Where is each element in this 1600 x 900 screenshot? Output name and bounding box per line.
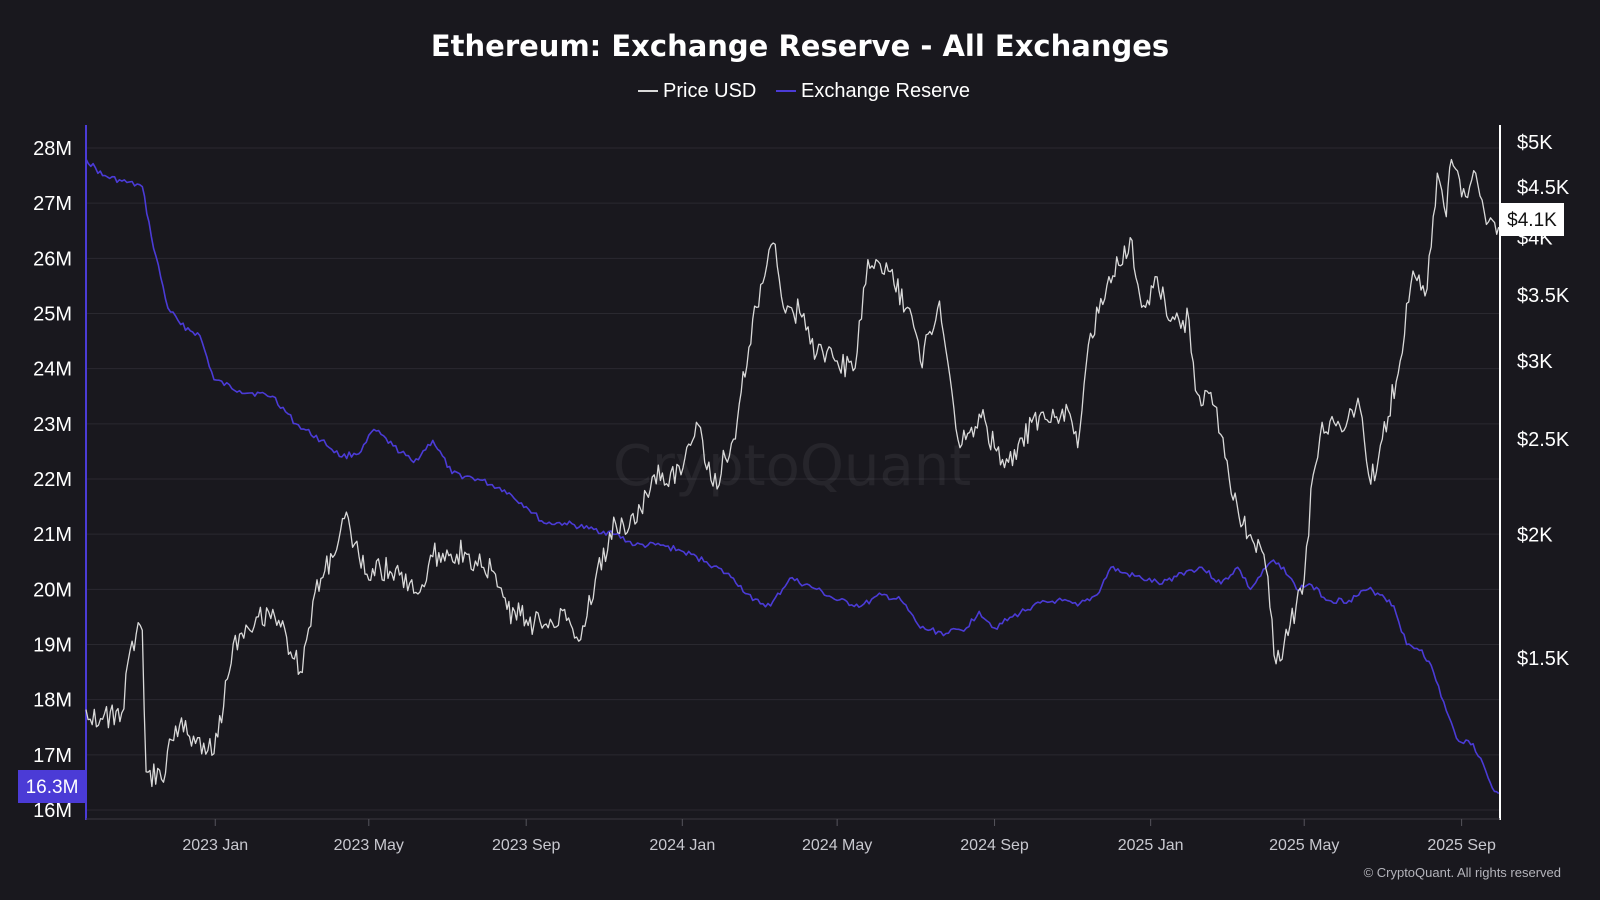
right-current-badge: $4.1K <box>1501 203 1564 236</box>
left-tick-label: 16M <box>33 800 72 822</box>
left-tick-label: 26M <box>33 248 72 270</box>
left-current-badge-label: 16.3M <box>26 777 79 798</box>
right-tick-label: $3.5K <box>1517 285 1570 307</box>
series-layer <box>85 158 1500 795</box>
right-tick-label: $4.5K <box>1517 177 1570 199</box>
x-axis-ticks: 2023 Jan 2023 May 2023 Sep 2024 Jan 2024 May… <box>182 819 1496 854</box>
copyright-credit: © CryptoQuant. All rights reserved <box>1364 865 1561 880</box>
legend-label-reserve: Exchange Reserve <box>801 80 970 102</box>
left-tick-label: 19M <box>33 635 72 657</box>
right-axis-ticks: $1.5K$2K$2.5K$3K$3.5K$4K$4.5K$5K <box>1517 132 1570 670</box>
x-tick-label: 2024 May <box>802 837 872 854</box>
x-tick-label: 2023 Jan <box>182 837 248 854</box>
right-current-badge-bg <box>1501 203 1564 236</box>
legend-label-price: Price USD <box>663 80 756 102</box>
watermark: CryptoQuant <box>613 434 971 499</box>
left-tick-label: 17M <box>33 745 72 767</box>
chart-title: Ethereum: Exchange Reserve - All Exchang… <box>431 29 1169 63</box>
legend-item-price[interactable]: Price USD <box>638 80 756 102</box>
left-tick-label: 18M <box>33 690 72 712</box>
legend: Price USD Exchange Reserve <box>638 80 970 102</box>
left-current-badge-bg <box>18 770 86 803</box>
x-tick-label: 2023 Sep <box>492 837 561 854</box>
left-tick-label: 24M <box>33 359 72 381</box>
right-tick-label: $1.5K <box>1517 648 1570 670</box>
left-tick-label: 21M <box>33 524 72 546</box>
left-tick-label: 22M <box>33 469 72 491</box>
legend-item-reserve[interactable]: Exchange Reserve <box>776 80 970 102</box>
left-tick-label: 20M <box>33 579 72 601</box>
left-current-badge: 16.3M <box>18 770 86 803</box>
x-tick-label: 2023 May <box>334 837 404 854</box>
right-current-badge-label: $4.1K <box>1507 210 1557 231</box>
right-tick-label: $2.5K <box>1517 429 1570 451</box>
left-tick-label: 28M <box>33 138 72 160</box>
grid-layer <box>86 147 1500 811</box>
x-tick-label: 2025 May <box>1269 837 1339 854</box>
right-tick-label: $5K <box>1517 132 1553 154</box>
x-tick-label: 2024 Sep <box>960 837 1029 854</box>
series-line-price-usd[interactable] <box>85 158 1500 788</box>
left-axis-ticks: 16M 17M 18M 19M 20M 21M 22M 23M 24M 25M 26M 27M 28M <box>33 138 72 822</box>
left-tick-label: 27M <box>33 193 72 215</box>
right-tick-label: $2K <box>1517 525 1553 547</box>
x-tick-label: 2024 Jan <box>649 837 715 854</box>
x-tick-label: 2025 Sep <box>1427 837 1496 854</box>
right-tick-label: $3K <box>1517 351 1553 373</box>
x-tick-label: 2025 Jan <box>1118 837 1184 854</box>
left-tick-label: 23M <box>33 414 72 436</box>
left-tick-label: 25M <box>33 304 72 326</box>
